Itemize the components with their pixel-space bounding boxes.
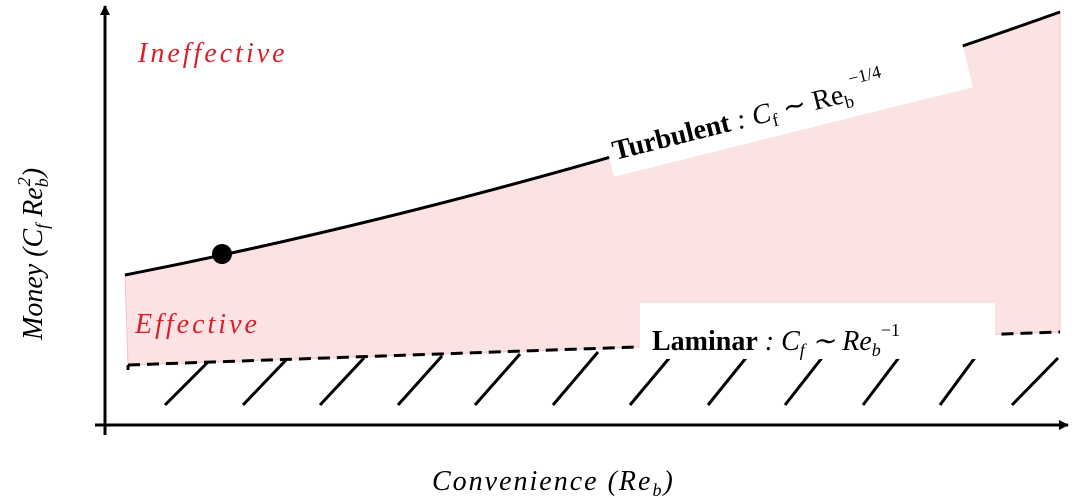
y-axis-label: Money (Cf Reb2) [14,168,52,341]
sub: b [652,480,663,498]
sub: b [32,178,52,187]
label-box [640,303,995,359]
text: Money (C [18,228,49,341]
sub: f [32,221,52,229]
ineffective-label: Ineffective [137,38,288,69]
effective-label: Effective [134,309,260,340]
mid: Re [18,187,49,224]
operating-point [212,244,232,264]
x-axis-label: Convenience (Reb) [432,466,675,498]
label-box [599,30,974,177]
exponent: −1 [881,320,900,340]
close: ) [18,168,49,179]
relation: : C [765,326,800,357]
name: Laminar [652,326,758,357]
sub: f [800,340,808,360]
exponent: 2 [14,177,34,186]
close: ) [661,466,674,497]
sub: f [770,110,781,131]
laminar-label: Laminar : Cf ∼ Reb−1 [652,320,900,363]
sub: b [872,340,881,360]
text: Convenience (Re [432,466,652,497]
laminar-curve [127,330,1061,367]
op: ∼ Re [812,326,872,357]
